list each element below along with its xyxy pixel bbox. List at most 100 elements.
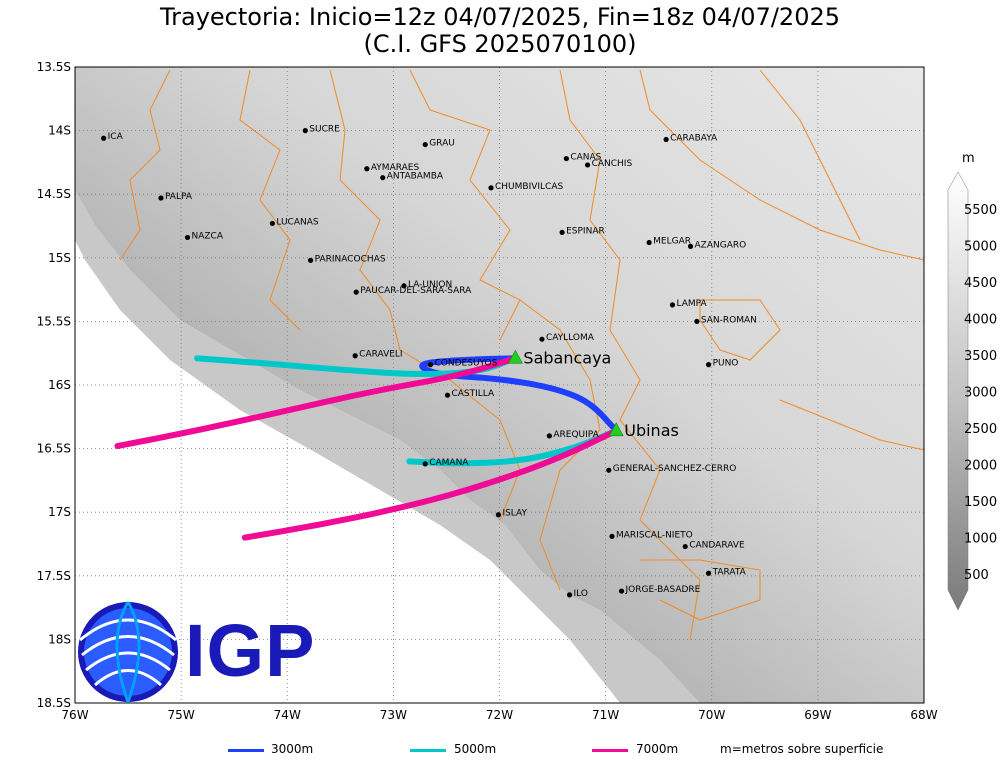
place-label: LAMPA [676,299,707,309]
colorbar-label: 1500 [964,495,997,510]
place-marker [663,136,669,143]
coastal-lowland-shade [75,190,700,703]
x-tick-label: 71W [592,708,619,722]
place-marker [352,353,358,359]
x-tick-label: 69W [804,708,831,722]
x-tick-label: 74W [274,708,301,722]
colorbar-label: 4500 [964,276,997,291]
place-label: NAZCA [191,231,223,241]
place-label: ESPINAR [566,226,605,236]
legend-label-5000: 5000m [454,742,497,756]
colorbar: m 5500 5000 4500 4000 3500 3000 2500 2000 1500 10… [947,151,997,611]
colorbar-label: 4000 [964,313,997,328]
place-marker [618,588,625,594]
place-marker [307,257,314,263]
place-label: CANCHIS [592,159,633,169]
map-title-line-1: Trayectoria: Inicio=12z 04/07/2025, Fin=… [159,3,841,31]
place-label: GENERAL-SANCHEZ-CERRO [613,464,737,474]
y-tick-label: 13.5S [37,60,71,74]
place-marker [353,289,359,295]
place-marker [669,302,676,308]
place-marker [682,543,688,550]
place-marker [269,220,275,227]
place-marker [694,318,700,324]
place-marker [539,336,545,342]
map-title-line-2: (C.I. GFS 2025070100) [363,30,637,58]
colorbar-label: 3500 [964,349,997,364]
legend-line-7000 [592,749,628,752]
place-label: CARAVELI [359,350,402,360]
place-label: PARINACOCHAS [315,254,386,264]
y-tick-label: 15S [48,251,71,265]
volcano-label: Sabancaya [523,348,611,367]
legend-label-7000: 7000m [636,742,679,756]
place-marker [559,229,565,235]
place-label: CONDESUYOS [435,359,498,369]
place-label: SAN-ROMAN [701,315,757,325]
y-tick-label: 16S [48,378,71,392]
y-axis-ticks: 13.5S 14S 14.5S 15S 15.5S 16S 16.5S 17S 17.5S 18S… [37,60,71,710]
place-label: AYMARAES [371,163,420,173]
place-marker [584,162,591,168]
place-label: CANAS [570,153,601,163]
colorbar-gradient [947,171,969,611]
place-marker [184,234,191,241]
volcano-markers: Sabancaya Ubinas [507,348,679,440]
volcano-label: Ubinas [624,421,679,440]
place-marker [158,195,164,201]
place-label: GRAU [429,139,455,149]
place-label: CAYLLOMA [546,333,595,343]
place-marker [705,362,712,368]
volcano-marker [608,422,624,437]
x-tick-label: 68W [910,708,937,722]
y-tick-label: 15.5S [37,314,71,328]
y-tick-label: 17.5S [37,569,71,583]
place-label: ANTABAMBA [387,172,444,182]
place-label: CHUMBIVILCAS [495,182,563,192]
place-label: ICA [108,132,124,142]
place-marker [422,461,428,467]
colorbar-label: 500 [964,568,989,583]
place-label: AREQUIPA [553,430,599,440]
place-marker [566,592,573,598]
y-tick-label: 18S [48,632,71,646]
plot-frame [74,66,925,704]
y-tick-label: 18.5S [37,696,71,710]
place-label: CARABAYA [670,134,718,144]
y-tick-label: 16.5S [37,442,71,456]
place-marker [687,243,694,249]
grid-lines [75,67,924,703]
place-label: MELGAR [653,237,691,247]
place-label: AZANGARO [695,240,747,250]
place-marker [380,175,386,181]
place-marker [427,362,434,368]
colorbar-label: 1000 [964,532,997,547]
y-tick-label: 14S [48,124,71,138]
place-marker [422,141,428,148]
place-label: PUNO [713,359,739,369]
x-tick-label: 73W [380,708,407,722]
trajectories [114,355,620,541]
legend-line-3000 [228,749,264,752]
place-label: ISLAY [502,509,527,519]
trajectory-7000m [241,427,620,541]
y-tick-label: 17S [48,505,71,519]
place-marker [705,570,712,576]
colorbar-label: 5500 [964,203,997,218]
place-marker [563,155,569,162]
place-label: PAUCAR-DEL-SARA-SARA [360,286,472,296]
place-label: CAMANA [429,458,469,468]
volcano-marker [507,349,523,364]
place-label: CASTILLA [451,389,495,399]
x-tick-label: 70W [698,708,725,722]
legend-label-3000: 3000m [271,742,314,756]
place-label: MARISCAL-NIETO [616,530,693,540]
trajectory-7000m [114,355,519,450]
place-marker [609,533,615,539]
place-marker [606,467,612,473]
colorbar-labels: 5500 5000 4500 4000 3500 3000 2500 2000 1500 1000… [964,203,997,583]
province-borders [119,69,925,641]
y-tick-label: 14.5S [37,187,71,201]
place-marker [364,166,370,172]
